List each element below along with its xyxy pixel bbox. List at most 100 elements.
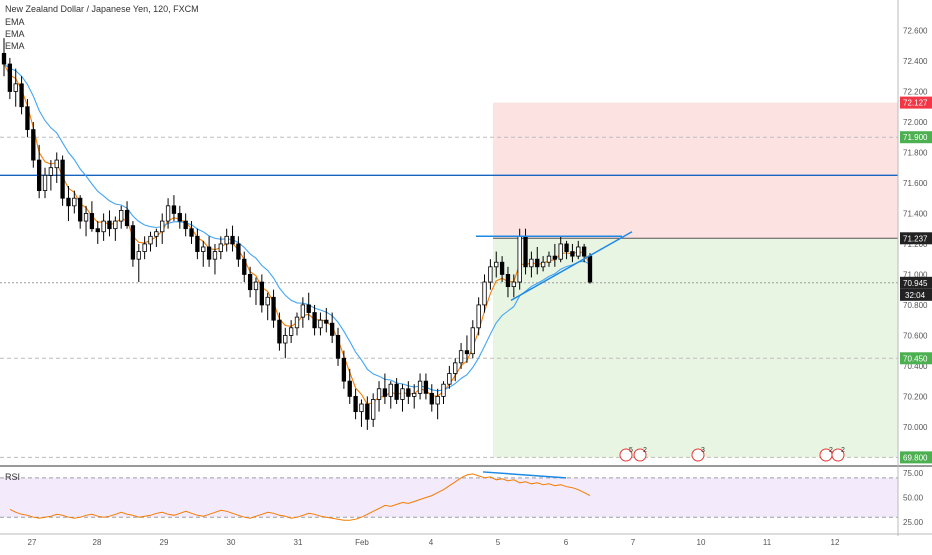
candle-body	[505, 274, 511, 288]
candle-body	[494, 261, 499, 268]
last-price-tag: 70.945	[903, 279, 928, 288]
candle-body	[382, 388, 388, 397]
candle-body	[488, 266, 493, 283]
candle-body	[288, 327, 294, 336]
candle-body	[48, 167, 54, 176]
price-tick-label: 70.600	[903, 331, 928, 340]
candle-body	[464, 350, 470, 355]
chart-title: New Zealand Dollar / Japanese Yen, 120, …	[5, 4, 199, 14]
candle-body	[1, 52, 7, 65]
candle-body	[535, 258, 540, 268]
candle-body	[365, 403, 370, 420]
candle-body	[265, 296, 270, 306]
candle-body	[13, 83, 18, 92]
target-price-tag-bg	[900, 352, 932, 365]
price-tick-label: 70.200	[903, 392, 928, 401]
candle-body	[253, 281, 259, 291]
candle-body	[441, 383, 446, 397]
candle-body	[482, 281, 487, 306]
triangle-bottom-line	[510, 231, 633, 301]
countdown-tag-bg	[900, 288, 932, 301]
candle-body	[400, 388, 405, 400]
candle-body	[435, 395, 440, 405]
candle-body	[453, 362, 458, 374]
price-tick-label: 71.800	[903, 148, 928, 157]
candle-body	[130, 225, 136, 260]
candle-body	[376, 388, 382, 400]
candle-body	[511, 281, 516, 288]
candle-body	[423, 380, 429, 394]
event-marker	[619, 448, 633, 462]
candle-body	[101, 220, 106, 233]
event-marker-count: 2	[829, 447, 833, 454]
time-tick-label: 7	[631, 538, 636, 547]
candle-body	[576, 246, 581, 257]
candle-body	[25, 106, 30, 130]
candle-body	[136, 251, 141, 260]
candle-body	[318, 319, 323, 329]
price-tick-label: 72.200	[903, 87, 928, 96]
indicator-label-ema-1[interactable]: EMA	[5, 17, 25, 27]
candle-body	[417, 380, 423, 394]
candle-body	[517, 235, 522, 283]
time-tick-label: 10	[697, 538, 706, 547]
rsi-line	[9, 473, 591, 521]
event-marker	[691, 448, 705, 462]
candle-body	[587, 255, 593, 283]
entry-price-tag-bg	[900, 232, 932, 245]
time-tick-label: 28	[93, 538, 102, 547]
event-marker-count: 5	[629, 447, 633, 454]
candle-body	[54, 159, 59, 169]
upper-level-tag-bg	[900, 131, 932, 144]
rsi-label[interactable]: RSI	[5, 472, 21, 482]
candle-body	[142, 243, 147, 252]
candle-body	[171, 205, 177, 214]
price-tick-label: 71.000	[903, 270, 928, 279]
event-marker	[831, 448, 845, 462]
event-marker	[633, 448, 647, 462]
candle-body	[324, 319, 329, 324]
candle-body	[523, 235, 528, 268]
candle-body	[546, 255, 552, 263]
candle-body	[353, 395, 358, 413]
lower-level-tag: 69.800	[903, 453, 928, 462]
indicator-label-ema-2[interactable]: EMA	[5, 29, 25, 39]
price-tick-label: 71.400	[903, 209, 928, 218]
candle-body	[499, 261, 505, 275]
candle-body	[165, 205, 171, 222]
candle-body	[476, 304, 481, 329]
candle-body	[19, 83, 24, 108]
candle-body	[7, 63, 13, 92]
candle-body	[294, 316, 300, 329]
last-price-tag-bg	[900, 276, 932, 289]
candle-body	[558, 243, 563, 260]
candle-body	[330, 322, 335, 336]
rsi-band	[0, 477, 898, 518]
candle-body	[154, 231, 159, 237]
candle-body	[224, 235, 229, 245]
candle-body	[177, 213, 182, 222]
time-tick-label: 11	[763, 538, 772, 547]
candle-body	[341, 357, 347, 382]
candle-body	[447, 373, 452, 385]
time-tick-label: 5	[496, 538, 501, 547]
event-marker-count: 2	[841, 447, 845, 454]
candle-body	[124, 209, 130, 227]
candle-body	[388, 383, 393, 397]
candle-body	[570, 251, 575, 257]
candle-body	[259, 281, 264, 306]
time-tick-label: Feb	[355, 538, 369, 547]
candle-body	[66, 197, 71, 207]
price-tick-label: 71.200	[903, 240, 928, 249]
take-profit-zone	[493, 238, 898, 458]
rsi-tick-label: 25.00	[903, 518, 924, 527]
candle-body	[581, 246, 587, 257]
price-tick-label: 70.000	[903, 423, 928, 432]
event-marker-count: 3	[701, 447, 705, 454]
candle-body	[394, 383, 399, 400]
candle-body	[83, 213, 89, 222]
indicator-label-ema-3[interactable]: EMA	[5, 41, 25, 51]
candle-body	[218, 243, 223, 252]
